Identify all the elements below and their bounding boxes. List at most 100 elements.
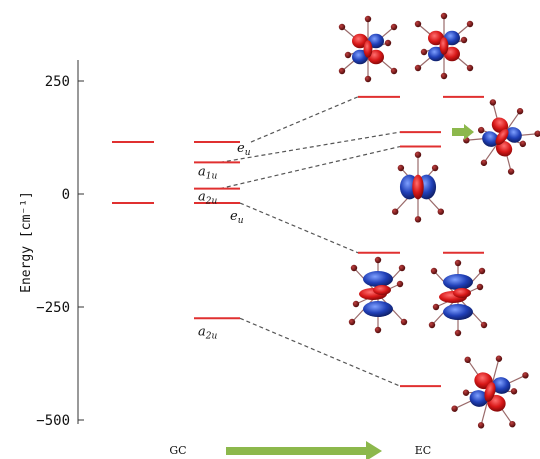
y-tick-label: −500 (36, 413, 70, 429)
orbital-lobe (412, 174, 424, 200)
atom-sphere (364, 75, 372, 83)
y-tick-label: 0 (62, 187, 70, 203)
level-labels: eu a1u a2u eu a2u (198, 141, 251, 341)
atom-sphere (364, 15, 372, 23)
orbital-tilted (463, 99, 540, 175)
atom-sphere (397, 164, 405, 172)
orbital-lobe (439, 37, 449, 55)
orbital-eu-upper-1 (338, 15, 398, 83)
atom-sphere (478, 267, 486, 275)
orbital-lobe (443, 304, 473, 320)
atom-sphere (480, 159, 488, 167)
orbital-lobe (491, 117, 509, 134)
group-label-gc: GC (169, 444, 186, 457)
orbital-lobe (352, 33, 368, 49)
correlation-line (219, 131, 401, 163)
correlation-line (250, 96, 359, 143)
correlation-line (219, 145, 401, 190)
atom-sphere (414, 64, 422, 72)
y-tick-label: 250 (45, 74, 70, 90)
atom-sphere (430, 267, 438, 275)
orbital-lobe (444, 46, 460, 62)
level-label: eu (230, 209, 244, 226)
correlation-line (239, 317, 401, 387)
transition-arrow (226, 441, 382, 459)
atom-sphere (390, 67, 398, 75)
atom-sphere (390, 23, 398, 31)
atom-sphere (464, 356, 471, 364)
group-label-ec: EC (415, 444, 431, 457)
orbital-lobe (492, 377, 511, 394)
orbital-lobe (495, 140, 513, 157)
atom-sphere (507, 168, 515, 175)
atom-sphere (350, 264, 358, 272)
atom-sphere (522, 372, 529, 379)
energy-levels (112, 95, 484, 388)
atom-sphere (516, 107, 524, 115)
orbital-lobe (368, 49, 384, 65)
atom-sphere (414, 151, 422, 158)
orbital-lobe (352, 49, 368, 65)
atom-sphere (428, 321, 436, 329)
atom-sphere (466, 20, 474, 28)
correlation-lines (219, 96, 401, 387)
atom-sphere (489, 99, 497, 106)
atom-sphere (534, 130, 540, 137)
orbital-lobe (363, 271, 393, 287)
atom-sphere (374, 256, 382, 264)
atom-sphere (352, 300, 360, 308)
orbital-lobe (363, 40, 373, 58)
orbital-lobe (495, 128, 509, 146)
atom-sphere (510, 388, 518, 395)
atom-sphere (440, 12, 448, 20)
atom-sphere (431, 164, 439, 172)
atom-sphere (344, 51, 352, 59)
y-tick-label: −250 (36, 300, 70, 316)
atom-sphere (338, 23, 346, 31)
atom-sphere (462, 389, 470, 396)
orbital-lobe (368, 33, 384, 49)
atom-sphere (392, 208, 399, 215)
atom-sphere (480, 321, 488, 329)
atom-sphere (437, 208, 444, 215)
atom-sphere (495, 355, 503, 362)
y-ticks: 250 0 −250 −500 (36, 74, 84, 429)
orbital-lobe (505, 127, 522, 143)
atom-sphere (466, 64, 474, 72)
orbital-lobe (373, 285, 391, 295)
atom-sphere (348, 318, 356, 326)
atom-sphere (451, 405, 458, 412)
atom-sphere (454, 259, 462, 267)
orbital-lobe (482, 131, 499, 147)
orbital-lobe (428, 46, 444, 62)
level-label: eu (237, 141, 251, 158)
orbital-images (338, 12, 540, 429)
orbital-lobe (363, 301, 393, 317)
atom-sphere (400, 318, 408, 326)
atom-sphere (460, 36, 468, 44)
orbital-lobe (453, 288, 471, 298)
atom-sphere (338, 67, 346, 75)
orbital-pointer-arrow (452, 124, 474, 140)
orbital-lobe (444, 30, 460, 46)
atom-sphere (476, 283, 484, 291)
orbital-a1u (392, 151, 444, 223)
atom-sphere (414, 20, 422, 28)
orbital-lobe (443, 274, 473, 290)
level-label: a1u (198, 164, 217, 181)
atom-sphere (440, 72, 448, 80)
atom-sphere (398, 264, 406, 272)
atom-sphere (420, 48, 428, 56)
atom-sphere (477, 126, 485, 134)
atom-sphere (432, 303, 440, 311)
orbital-lobe (469, 390, 488, 407)
atom-sphere (396, 280, 404, 288)
orbital-eu-lower-1 (348, 256, 408, 334)
orbital-eu-lower-2 (428, 259, 488, 337)
atom-sphere (384, 39, 392, 47)
orbital-lobe (484, 382, 496, 402)
atom-sphere (374, 326, 382, 334)
atom-sphere (414, 216, 422, 223)
atom-sphere (519, 140, 527, 148)
